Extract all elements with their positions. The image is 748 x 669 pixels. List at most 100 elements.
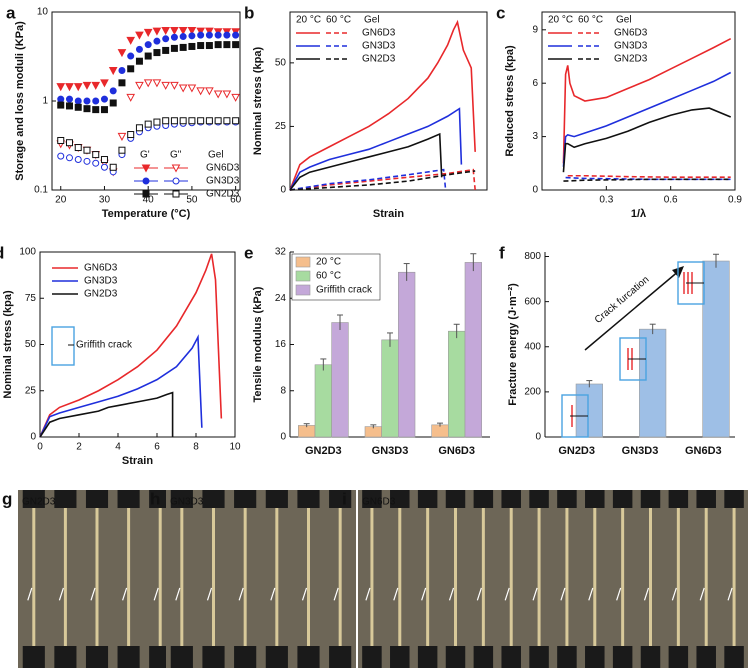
arrow (421, 587, 427, 601)
panel-label: a (6, 3, 16, 22)
clamp (696, 646, 716, 668)
marker (108, 67, 118, 76)
clamp (85, 490, 109, 508)
y-tick-label: 100 (19, 247, 36, 258)
marker (205, 27, 214, 36)
clamp (297, 490, 320, 508)
clamp (501, 490, 521, 508)
clamp (473, 490, 494, 508)
arrow (643, 587, 650, 601)
clamp (149, 490, 172, 508)
arrow (301, 587, 308, 601)
arrow (616, 587, 622, 601)
bar (398, 271, 416, 438)
marker (161, 81, 171, 90)
marker (214, 31, 222, 39)
marker (109, 87, 117, 95)
clamp (54, 646, 77, 668)
marker (153, 37, 161, 45)
panel-label: e (244, 243, 253, 262)
clamp (473, 646, 494, 668)
marker (135, 45, 143, 53)
marker (178, 26, 188, 36)
y-tick-label: 50 (25, 339, 37, 350)
marker (141, 164, 151, 173)
curve (39, 253, 223, 438)
clamp (329, 490, 352, 508)
marker (127, 65, 135, 73)
y-tick-label: 50 (275, 57, 287, 68)
legend-label: GN3D3 (206, 176, 240, 187)
curve (562, 107, 732, 173)
legend-label: GN3D3 (84, 276, 118, 287)
x-tick-label: 50 (186, 195, 198, 206)
y-axis-label: Reduced stress (kpa) (504, 45, 516, 157)
y-tick-label: 400 (524, 341, 541, 352)
clamp (265, 490, 288, 508)
marker (65, 154, 73, 162)
clamp (724, 490, 744, 508)
marker (187, 26, 197, 36)
y-axis-label: Fracture energy (J·m⁻²) (507, 283, 519, 406)
legend-label: GN6D3 (614, 28, 648, 39)
x-axis-label: Strain (373, 208, 404, 220)
marker (172, 190, 180, 198)
marker (162, 46, 170, 54)
clamp (170, 646, 193, 668)
clamp (640, 490, 661, 508)
y-axis-label: Nominal stress (kpa) (252, 47, 264, 156)
clamp (202, 490, 225, 508)
marker (127, 131, 135, 139)
x-tick-label: 8 (193, 442, 199, 453)
y-tick-label: 9 (532, 24, 538, 35)
curve (39, 334, 203, 438)
marker (153, 49, 161, 57)
curve (289, 132, 443, 191)
marker (142, 177, 150, 185)
curve (289, 168, 447, 191)
y-tick-label: 25 (25, 385, 37, 396)
marker (117, 132, 127, 141)
y-tick-label: 0 (280, 185, 286, 196)
bar (639, 328, 667, 438)
marker (92, 97, 100, 105)
marker (179, 33, 187, 41)
legend-header: 20 °C (548, 15, 573, 26)
marker (91, 81, 101, 90)
arrow (584, 269, 681, 351)
panel-label: i (342, 489, 347, 508)
y-tick-label: 24 (275, 293, 287, 304)
y-tick-label: 75 (25, 293, 37, 304)
clamp (149, 646, 172, 668)
x-tick-label: 60 (230, 195, 242, 206)
marker (144, 120, 152, 128)
x-axis-label: Strain (122, 455, 153, 467)
clamp (557, 490, 577, 508)
marker (179, 117, 187, 125)
legend-header: Gel (616, 15, 632, 26)
photo (358, 490, 748, 668)
photo-label: GN2D3 (22, 497, 56, 508)
panel-label: f (499, 243, 505, 262)
y-tick-label: 200 (524, 387, 541, 398)
marker (144, 52, 152, 60)
clamp (362, 490, 382, 508)
marker (205, 31, 213, 39)
clamp (390, 646, 410, 668)
y-tick-label: 16 (275, 339, 287, 350)
y-axis-label: Nominal stress (kpa) (2, 290, 14, 399)
legend-label: GN2D3 (84, 289, 118, 300)
marker (118, 79, 126, 87)
panel-label: d (0, 243, 4, 262)
bar (381, 339, 399, 438)
x-tick-label: 0.6 (664, 195, 678, 206)
curve (289, 170, 476, 191)
marker (92, 159, 100, 167)
y-tick-label: 0 (535, 432, 541, 443)
marker (143, 79, 153, 88)
legend-label: GN3D3 (362, 41, 396, 52)
clamp (85, 646, 109, 668)
clamp (529, 490, 549, 508)
marker (100, 79, 109, 88)
bar (448, 330, 466, 438)
